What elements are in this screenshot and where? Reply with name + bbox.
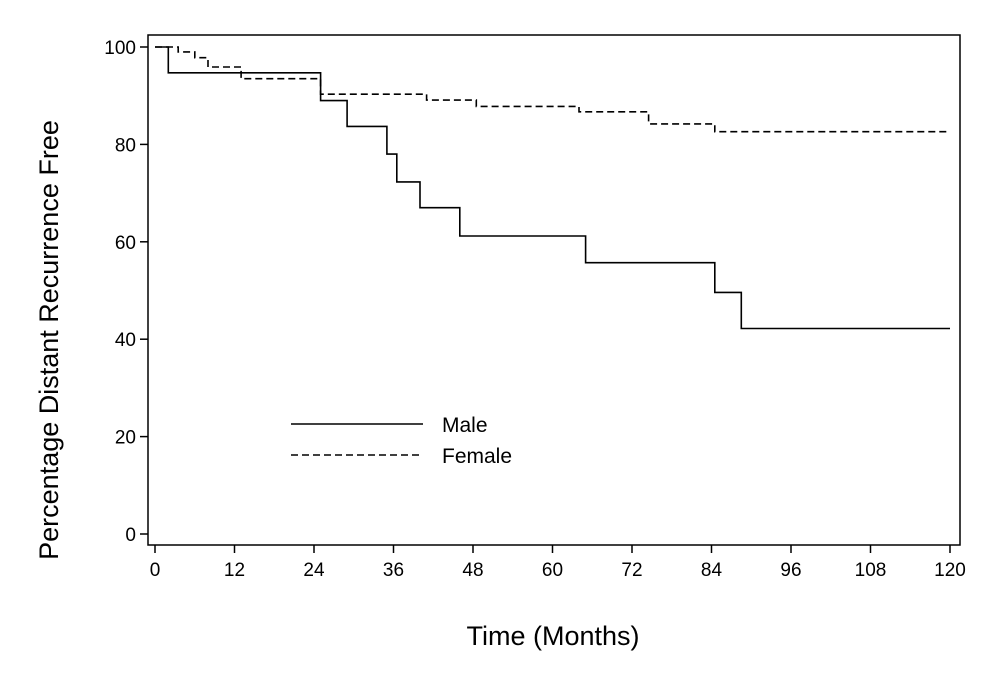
legend-male-label: Male xyxy=(442,414,488,437)
y-tick-label: 40 xyxy=(115,330,136,351)
x-tick-label: 36 xyxy=(383,560,404,581)
y-tick-label: 0 xyxy=(125,525,136,546)
x-tick-label: 108 xyxy=(855,560,887,581)
y-axis-title: Percentage Distant Recurrence Free xyxy=(34,120,64,560)
x-tick-label: 24 xyxy=(303,560,325,581)
series-line-male xyxy=(155,46,950,330)
series-line-female xyxy=(155,46,950,133)
x-tick-label: 0 xyxy=(150,560,161,581)
x-tick-label: 84 xyxy=(701,560,723,581)
x-tick-label: 60 xyxy=(542,560,563,581)
y-tick-label: 100 xyxy=(104,38,136,59)
plot-frame xyxy=(147,34,961,546)
series-layer xyxy=(155,46,950,330)
x-tick-label: 72 xyxy=(621,560,642,581)
x-axis-title: Time (Months) xyxy=(466,621,639,651)
legend-female-label: Female xyxy=(442,445,512,468)
x-tick-label: 120 xyxy=(934,560,966,581)
legend: Male Female xyxy=(291,414,512,468)
x-tick-label: 48 xyxy=(462,560,483,581)
y-tick-label: 20 xyxy=(115,428,136,449)
y-tick-label: 80 xyxy=(115,135,136,156)
x-axis: 0 12 24 36 48 60 72 84 96 108 120 xyxy=(150,545,966,581)
y-tick-label: 60 xyxy=(115,233,136,254)
y-axis: 0 20 40 60 80 100 xyxy=(104,38,148,546)
x-tick-label: 96 xyxy=(780,560,801,581)
x-tick-label: 12 xyxy=(224,560,245,581)
